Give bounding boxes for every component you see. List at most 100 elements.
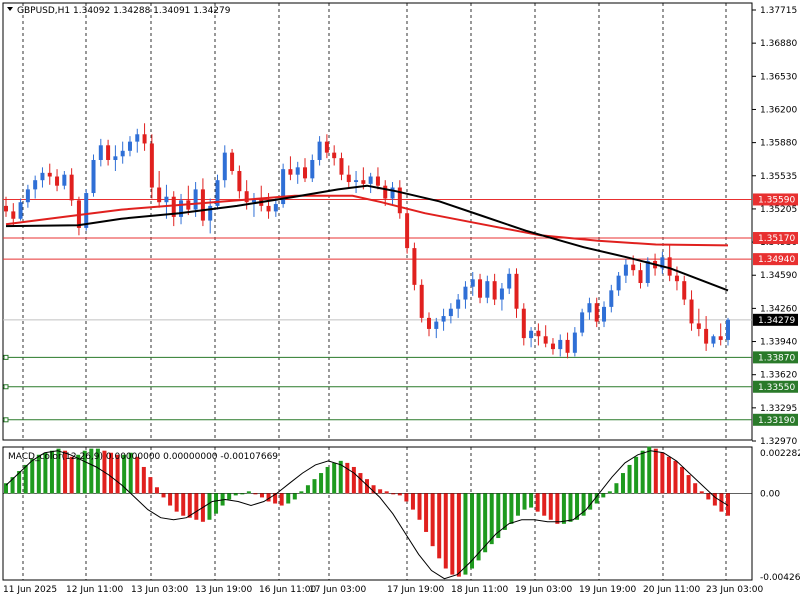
macd-histogram-bar [148, 477, 153, 494]
candle-body [448, 308, 453, 317]
candle-body [266, 205, 271, 212]
candle-body [120, 150, 125, 157]
macd-histogram-bar [542, 493, 547, 516]
macd-histogram-bar [476, 493, 481, 561]
candle-body [11, 211, 16, 219]
candle-body [434, 321, 439, 329]
macd-histogram-bar [601, 493, 606, 498]
macd-histogram-bar [214, 493, 219, 514]
x-tick-label: 13 Jun 19:00 [195, 585, 252, 595]
macd-histogram-bar [653, 448, 658, 494]
macd-histogram-bar [463, 493, 468, 575]
candle-body [346, 174, 351, 183]
candle-body [689, 299, 694, 324]
macd-histogram-bar [259, 493, 264, 498]
candle-body [587, 303, 592, 313]
macd-histogram-bar [233, 493, 238, 496]
candle-body [200, 189, 205, 221]
macd-histogram-bar [89, 448, 94, 494]
candle-body [244, 191, 249, 203]
macd-histogram-bar [483, 493, 488, 553]
candle-body [339, 158, 344, 175]
macd-histogram-bar [555, 493, 560, 524]
level-price-tag [753, 413, 798, 426]
level-anchor-marker [3, 384, 9, 390]
candle-body [492, 281, 497, 300]
macd-histogram-bar [450, 493, 455, 575]
macd-histogram-bar [607, 491, 612, 494]
macd-histogram-bar [279, 493, 284, 506]
current-price-label: 1.34279 [758, 316, 795, 326]
level-price-label: 1.35590 [758, 195, 795, 205]
candle-body [40, 172, 45, 181]
candle-body [521, 308, 526, 339]
macd-histogram-bar [319, 473, 324, 494]
macd-histogram-bar [351, 466, 356, 494]
candle-body [4, 205, 8, 212]
candle-body [84, 193, 89, 228]
candle-body [383, 185, 388, 199]
macd-histogram-bar [424, 493, 429, 532]
candle-body [478, 279, 483, 298]
macd-histogram-bar [338, 460, 343, 494]
macd-histogram-bar [23, 464, 28, 494]
macd-histogram-bar [588, 493, 593, 510]
macd-histogram-bar [109, 452, 114, 494]
macd-histogram-bar [246, 491, 251, 494]
x-tick-label: 16 Jun 11:00 [259, 585, 316, 595]
macd-histogram-bar [115, 454, 120, 494]
candle-body [157, 187, 162, 203]
candle-body [682, 281, 687, 300]
candle-body [106, 145, 111, 160]
macd-histogram-bar [502, 493, 507, 530]
macd-histogram-bar [332, 462, 337, 494]
macd-histogram-bar [63, 450, 68, 494]
macd-histogram-bar [305, 485, 310, 494]
candle-body [273, 204, 278, 212]
level-price-tag [753, 253, 798, 266]
macd-histogram-bar [509, 493, 514, 524]
macd-histogram-bar [43, 452, 48, 494]
macd-histogram-bar [522, 493, 527, 510]
y-tick-label: 1.37715 [760, 6, 797, 16]
collapse-triangle-icon [7, 7, 13, 11]
level-price-label: 1.33870 [758, 353, 795, 363]
macd-y-tick-label: -0.004266 [760, 573, 800, 583]
candle-body [375, 176, 380, 186]
candle-body [543, 336, 548, 344]
candle-body [711, 336, 716, 344]
y-tick-label: 1.36530 [760, 72, 797, 82]
macd-histogram-bar [496, 493, 501, 539]
moving-average-line [5, 194, 729, 247]
candle-body [456, 299, 461, 309]
candle-body [69, 174, 74, 201]
candle-body [164, 196, 169, 203]
candle-body [62, 174, 67, 186]
candle-body [171, 196, 176, 217]
macd-histogram-bar [614, 483, 619, 494]
macd-y-tick-label: 0.00 [760, 489, 780, 499]
macd-histogram-bar [640, 450, 645, 494]
macd-histogram-bar [30, 458, 35, 494]
macd-histogram-bar [470, 493, 475, 569]
macd-histogram-bar [82, 450, 87, 494]
macd-histogram-bar [10, 477, 15, 494]
macd-histogram-bar [673, 460, 678, 494]
candle-body [565, 339, 570, 353]
candle-body [674, 275, 679, 282]
macd-histogram-bar [286, 493, 291, 504]
candle-body [660, 257, 665, 269]
macd-histogram-bar [548, 493, 553, 520]
macd-histogram-bar [456, 493, 461, 577]
x-tick-label: 17 Jun 03:00 [309, 585, 366, 595]
macd-histogram-bar [378, 489, 383, 494]
x-tick-label: 19 Jun 19:00 [579, 585, 636, 595]
y-tick-label: 1.33295 [760, 404, 797, 414]
macd-histogram-bar [699, 491, 704, 494]
macd-histogram-bar [371, 485, 376, 494]
candle-body [514, 273, 519, 309]
macd-histogram-bar [397, 493, 402, 496]
macd-histogram-bar [292, 493, 297, 500]
candle-body [609, 290, 614, 307]
